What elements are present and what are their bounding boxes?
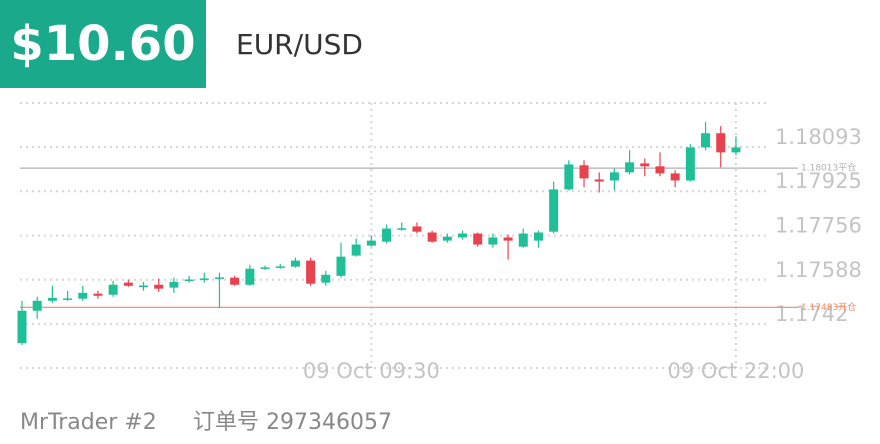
candle-body — [716, 133, 726, 153]
candle-body — [655, 166, 665, 174]
x-tick-label: 09 Oct 22:00 — [667, 359, 804, 383]
candle-body — [701, 133, 711, 148]
candle-body — [184, 279, 194, 281]
candle-body — [32, 300, 42, 311]
reference-label: 1.17483开仓 — [801, 301, 856, 313]
candle-body — [306, 260, 316, 284]
candle-body — [397, 228, 407, 230]
y-tick-label: 1.17925 — [775, 169, 862, 193]
candle-body — [564, 164, 574, 190]
y-tick-label: 1.1742 — [775, 302, 848, 326]
candle-body — [442, 236, 452, 241]
candle-body — [640, 163, 650, 167]
candle-body — [230, 277, 240, 285]
candle-body — [123, 282, 133, 286]
reference-label: 1.18013平仓 — [801, 162, 856, 174]
y-tick-label: 1.17588 — [775, 258, 862, 282]
candle-body — [169, 281, 179, 288]
plot: 1.1742 1.17588 1.17756 1.17925 1.18093 09 Oct… — [17, 103, 862, 383]
candle-body — [336, 256, 346, 276]
candle-body — [670, 173, 680, 181]
candle-body — [549, 189, 559, 232]
candle-body — [351, 244, 361, 256]
candle-body — [594, 179, 604, 182]
candle-body — [609, 172, 619, 181]
candle-body — [458, 233, 468, 238]
candle-body — [260, 267, 270, 269]
candle-body — [625, 162, 635, 173]
candle-body — [685, 147, 695, 181]
candle-body — [382, 228, 392, 242]
candle-body — [93, 293, 103, 296]
candle-body — [366, 240, 376, 246]
candle-body — [63, 298, 73, 300]
amount-box — [0, 0, 206, 88]
order-number: 订单号 297346057 — [193, 410, 392, 435]
candle-body — [503, 237, 513, 241]
candle-body — [47, 297, 57, 301]
candle-body — [731, 147, 741, 153]
symbol: EUR/USD — [236, 28, 363, 61]
candle-body — [488, 237, 498, 245]
y-tick-label: 1.18093 — [775, 125, 862, 149]
y-tick-label: 1.17756 — [775, 214, 862, 238]
candle-body — [427, 232, 437, 242]
candle-body — [518, 233, 528, 247]
candle-body — [533, 232, 543, 241]
candle-body — [321, 274, 331, 283]
candle-body — [473, 233, 483, 245]
account: MrTrader #2 — [20, 410, 157, 435]
amount: $10.60 — [10, 16, 195, 72]
candle-body — [214, 277, 224, 279]
candle-body — [17, 310, 27, 344]
candle-body — [154, 284, 164, 289]
x-tick-label: 09 Oct 09:30 — [303, 359, 440, 383]
candle-body — [290, 260, 300, 267]
candle-body — [199, 278, 209, 280]
candle-body — [78, 292, 88, 299]
candle-body — [245, 268, 255, 285]
candle-body — [579, 165, 589, 179]
candle-body — [139, 285, 149, 288]
candle-body — [412, 226, 422, 232]
candle-body — [108, 284, 118, 295]
candle-body — [275, 266, 285, 268]
